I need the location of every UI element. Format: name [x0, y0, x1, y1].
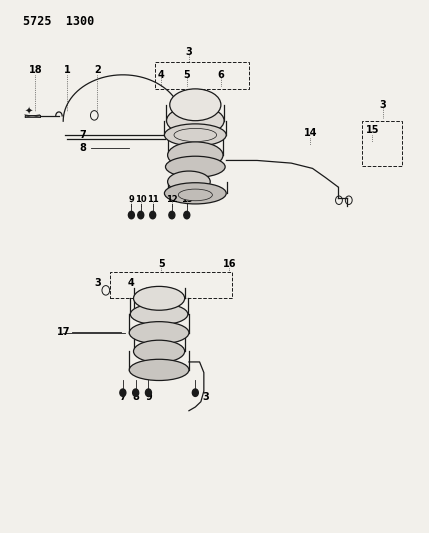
Ellipse shape [133, 340, 184, 362]
Text: 4: 4 [128, 278, 135, 288]
Text: 5: 5 [158, 259, 165, 269]
Ellipse shape [129, 359, 189, 381]
Text: 9: 9 [145, 392, 152, 402]
Bar [362, 120, 402, 166]
Ellipse shape [164, 124, 226, 146]
Bar [155, 62, 248, 89]
Circle shape [120, 389, 126, 397]
Ellipse shape [130, 304, 188, 325]
Circle shape [192, 389, 198, 397]
Ellipse shape [168, 171, 210, 192]
Text: 10: 10 [135, 195, 147, 204]
Circle shape [169, 212, 175, 219]
Text: 14: 14 [304, 128, 317, 138]
Circle shape [133, 389, 139, 397]
Ellipse shape [174, 128, 217, 142]
Text: 5: 5 [184, 70, 190, 79]
Circle shape [145, 389, 151, 397]
Text: 3: 3 [186, 47, 192, 56]
Text: 2: 2 [94, 66, 101, 75]
Ellipse shape [164, 183, 226, 204]
Text: 3: 3 [380, 100, 386, 110]
Text: 8: 8 [132, 392, 139, 402]
Text: 7: 7 [120, 392, 126, 402]
Ellipse shape [178, 189, 212, 201]
Text: 12: 12 [166, 195, 178, 204]
Circle shape [138, 212, 144, 219]
Text: 1: 1 [64, 66, 71, 75]
Text: 18: 18 [29, 66, 42, 75]
Text: 7: 7 [79, 130, 86, 140]
Circle shape [184, 212, 190, 219]
Text: 8: 8 [79, 143, 86, 154]
Text: 3: 3 [94, 278, 101, 288]
Text: 3: 3 [202, 392, 209, 402]
Text: 4: 4 [158, 70, 165, 79]
Ellipse shape [166, 156, 225, 177]
Circle shape [128, 212, 134, 219]
Text: 17: 17 [57, 327, 70, 337]
Text: 6: 6 [218, 70, 224, 79]
Ellipse shape [166, 106, 224, 135]
Circle shape [150, 212, 156, 219]
Ellipse shape [133, 286, 184, 310]
Text: 9: 9 [129, 195, 134, 204]
Text: 13: 13 [181, 195, 193, 204]
Bar [110, 272, 232, 298]
Text: 11: 11 [147, 195, 159, 204]
Text: ✦: ✦ [25, 106, 33, 116]
Text: 15: 15 [366, 125, 379, 135]
Ellipse shape [168, 142, 223, 168]
Text: 16: 16 [223, 259, 236, 269]
Text: 5725  1300: 5725 1300 [23, 14, 94, 28]
Ellipse shape [129, 321, 189, 344]
Ellipse shape [170, 89, 221, 120]
